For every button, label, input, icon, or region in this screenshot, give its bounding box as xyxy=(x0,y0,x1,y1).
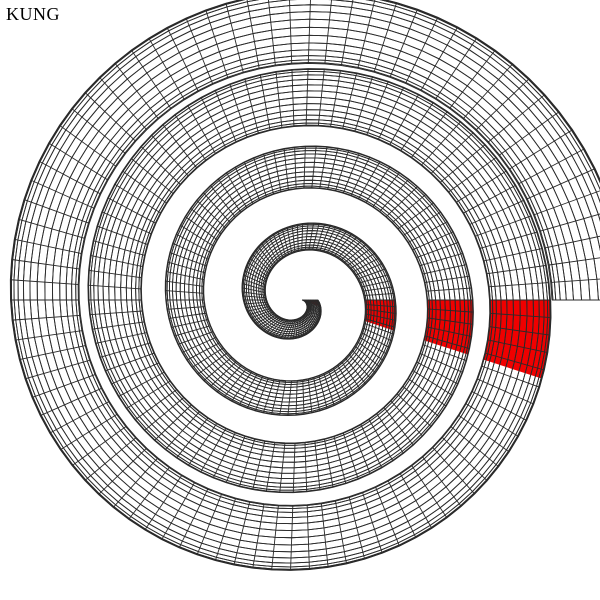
spiral-diagram xyxy=(0,0,600,600)
title-label: KUNG xyxy=(6,4,60,25)
